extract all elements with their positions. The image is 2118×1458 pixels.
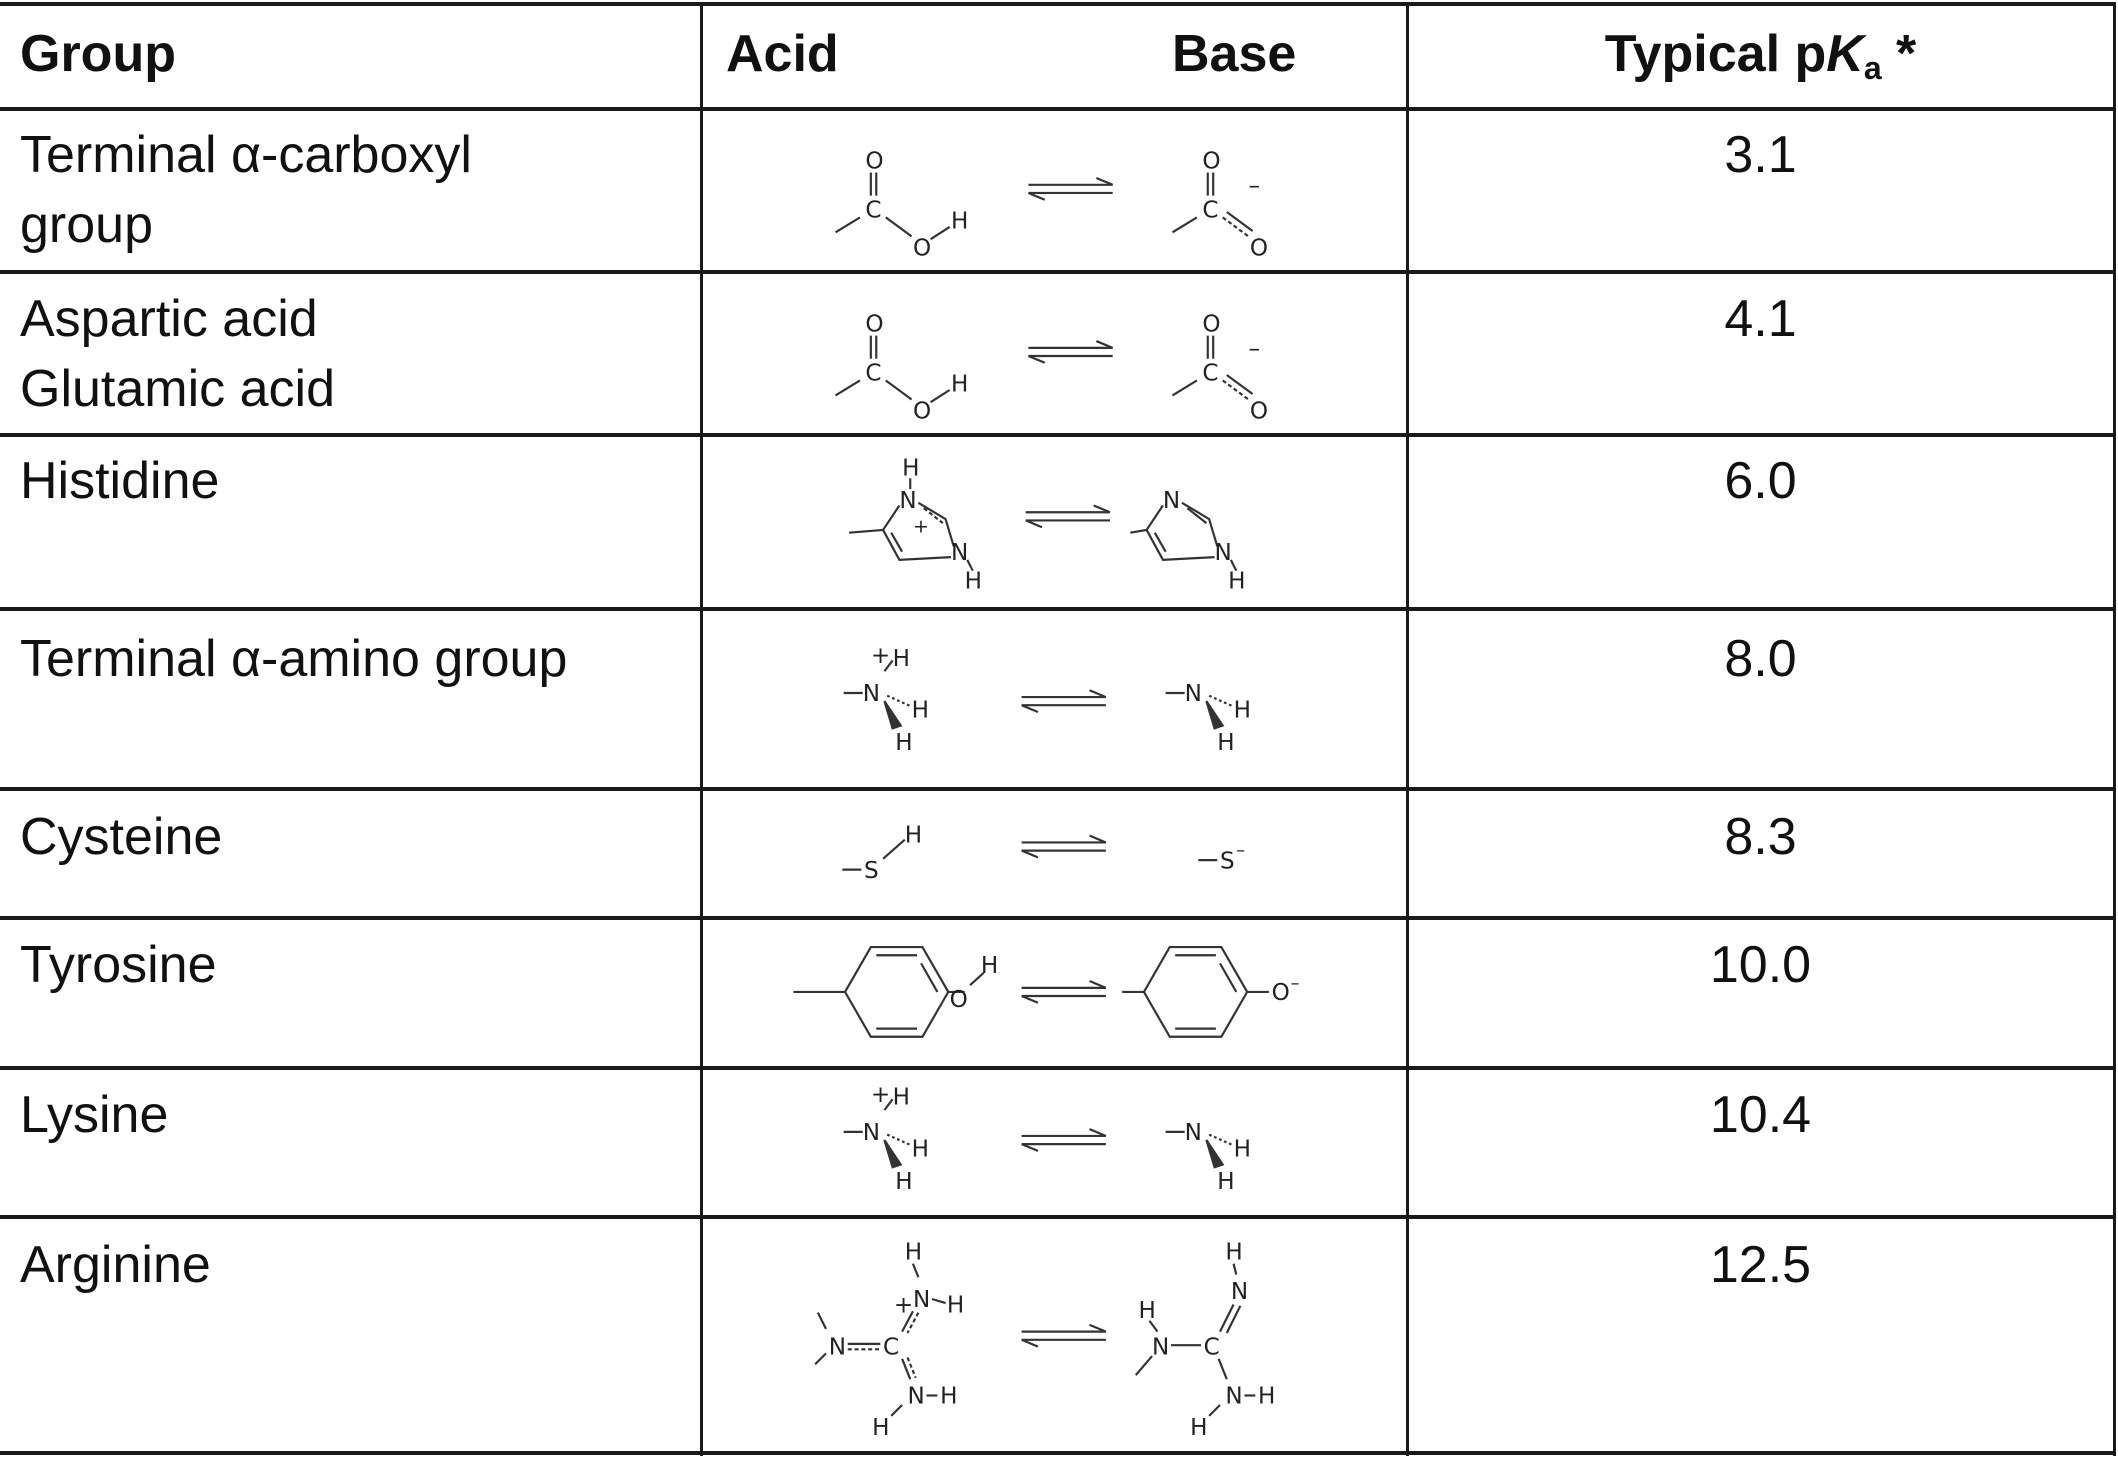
table-row-group: Terminal α-carboxyl group [20, 120, 690, 260]
svg-text:H: H [965, 568, 982, 594]
svg-text:O: O [1272, 980, 1290, 1006]
svg-text:–: – [1236, 841, 1245, 861]
row-divider [0, 1066, 2116, 1070]
svg-text:H: H [940, 1384, 957, 1410]
svg-text:S: S [1220, 848, 1235, 874]
header-group: Group [20, 25, 176, 83]
pka-value: 10.0 [1709, 936, 1812, 994]
table-row-group: Lysine [20, 1080, 690, 1150]
svg-text:H: H [905, 1240, 922, 1266]
svg-text:H: H [1228, 568, 1245, 594]
table-border-right [2113, 4, 2116, 1456]
svg-text:+: + [894, 1293, 913, 1319]
svg-text:N: N [908, 1384, 925, 1410]
svg-text:N: N [1215, 540, 1232, 566]
svg-text:N: N [829, 1335, 846, 1361]
svg-text:H: H [981, 953, 998, 979]
svg-text:H: H [947, 1293, 964, 1319]
svg-text:N: N [951, 540, 968, 566]
svg-text:–: – [1291, 974, 1300, 994]
group-label: Histidine [20, 452, 220, 510]
table-row-group: Cysteine [20, 802, 690, 872]
row-divider [0, 1215, 2116, 1219]
table-row-group: Tyrosine [20, 930, 690, 1000]
pka-value: 8.3 [1724, 808, 1797, 866]
group-label: group [20, 196, 153, 254]
svg-text:H: H [902, 456, 919, 482]
group-label: Tyrosine [20, 936, 217, 994]
table-row-group: Aspartic acid Glutamic acid [20, 284, 690, 424]
svg-text:H: H [905, 822, 922, 848]
header-pka-k: K [1826, 25, 1864, 83]
svg-text:H: H [1258, 1384, 1275, 1410]
svg-text:H: H [1190, 1415, 1207, 1441]
pka-value: 10.4 [1709, 1086, 1812, 1144]
svg-text:C: C [883, 1335, 899, 1361]
svg-text:N: N [1163, 488, 1180, 514]
header-pka-sub: a [1863, 50, 1882, 86]
row-divider [0, 787, 2116, 791]
row-divider [0, 433, 2116, 437]
group-label: Glutamic acid [20, 360, 335, 418]
group-label: Terminal α-amino group [20, 630, 568, 688]
svg-text:C: C [1204, 1335, 1220, 1361]
svg-text:N: N [1231, 1279, 1248, 1305]
svg-text:H: H [872, 1415, 889, 1441]
group-label: Terminal α-carboxyl [20, 126, 472, 184]
table-row-group: Terminal α-amino group [20, 624, 690, 694]
group-label: Cysteine [20, 808, 223, 866]
group-label: Lysine [20, 1086, 169, 1144]
table-border-top [0, 2, 2116, 6]
svg-text:O: O [950, 987, 968, 1013]
row-divider [0, 607, 2116, 611]
column-divider [700, 4, 703, 1456]
header-base: Base [1172, 25, 1297, 83]
svg-text:+: + [913, 516, 929, 538]
table-border-bottom [0, 1451, 2116, 1455]
group-label: Aspartic acid [20, 290, 318, 348]
svg-text:N: N [913, 1287, 930, 1313]
header-acid: Acid [726, 25, 839, 83]
table-row-group: Arginine [20, 1230, 690, 1300]
row-divider [0, 270, 2116, 274]
row-divider [0, 916, 2116, 920]
header-pka-prefix: Typical p [1604, 25, 1827, 83]
header-divider [0, 107, 2116, 111]
group-label: Arginine [20, 1236, 211, 1294]
svg-text:H: H [1225, 1240, 1242, 1266]
svg-text:N: N [1152, 1335, 1169, 1361]
pka-value: 6.0 [1724, 452, 1797, 510]
column-divider [1406, 4, 1409, 1456]
header-typical-pka: Typical pKa * [1407, 4, 2114, 118]
pka-value: 4.1 [1724, 290, 1797, 348]
header-pka-suffix: * [1881, 25, 1917, 83]
pka-value: 12.5 [1709, 1236, 1812, 1294]
svg-text:N: N [1225, 1384, 1242, 1410]
pka-value: 3.1 [1724, 126, 1797, 184]
pka-value: 8.0 [1724, 630, 1797, 688]
svg-text:N: N [899, 488, 916, 514]
table-row-group: Histidine [20, 446, 690, 516]
svg-text:H: H [1138, 1298, 1155, 1324]
svg-text:S: S [864, 858, 879, 884]
